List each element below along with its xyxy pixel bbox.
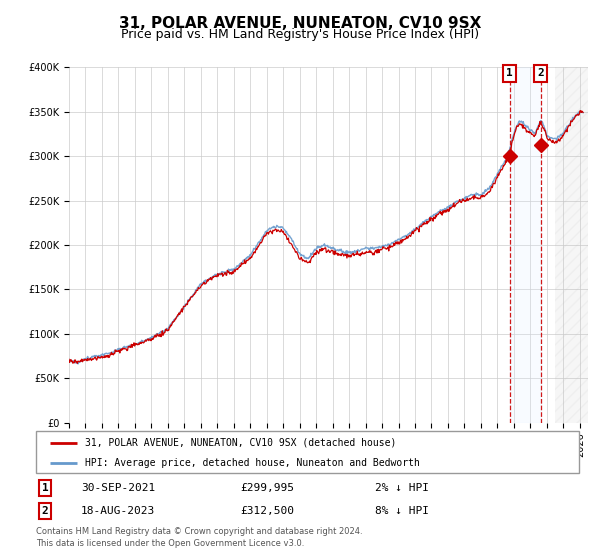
Text: £299,995: £299,995 (240, 483, 294, 493)
Text: £312,500: £312,500 (240, 506, 294, 516)
Text: 31, POLAR AVENUE, NUNEATON, CV10 9SX (detached house): 31, POLAR AVENUE, NUNEATON, CV10 9SX (de… (85, 438, 396, 448)
Text: 31, POLAR AVENUE, NUNEATON, CV10 9SX: 31, POLAR AVENUE, NUNEATON, CV10 9SX (119, 16, 481, 31)
Text: This data is licensed under the Open Government Licence v3.0.: This data is licensed under the Open Gov… (36, 539, 304, 548)
Text: 2: 2 (537, 68, 544, 78)
Text: HPI: Average price, detached house, Nuneaton and Bedworth: HPI: Average price, detached house, Nune… (85, 458, 420, 468)
Text: 2: 2 (41, 506, 49, 516)
Text: 2% ↓ HPI: 2% ↓ HPI (375, 483, 429, 493)
Text: 30-SEP-2021: 30-SEP-2021 (81, 483, 155, 493)
Bar (555, 67, 588, 423)
Text: 18-AUG-2023: 18-AUG-2023 (81, 506, 155, 516)
Text: Contains HM Land Registry data © Crown copyright and database right 2024.: Contains HM Land Registry data © Crown c… (36, 528, 362, 536)
Text: 1: 1 (506, 68, 513, 78)
Text: Price paid vs. HM Land Registry's House Price Index (HPI): Price paid vs. HM Land Registry's House … (121, 28, 479, 41)
Text: 1: 1 (41, 483, 49, 493)
Bar (510, 67, 541, 423)
Text: 8% ↓ HPI: 8% ↓ HPI (375, 506, 429, 516)
